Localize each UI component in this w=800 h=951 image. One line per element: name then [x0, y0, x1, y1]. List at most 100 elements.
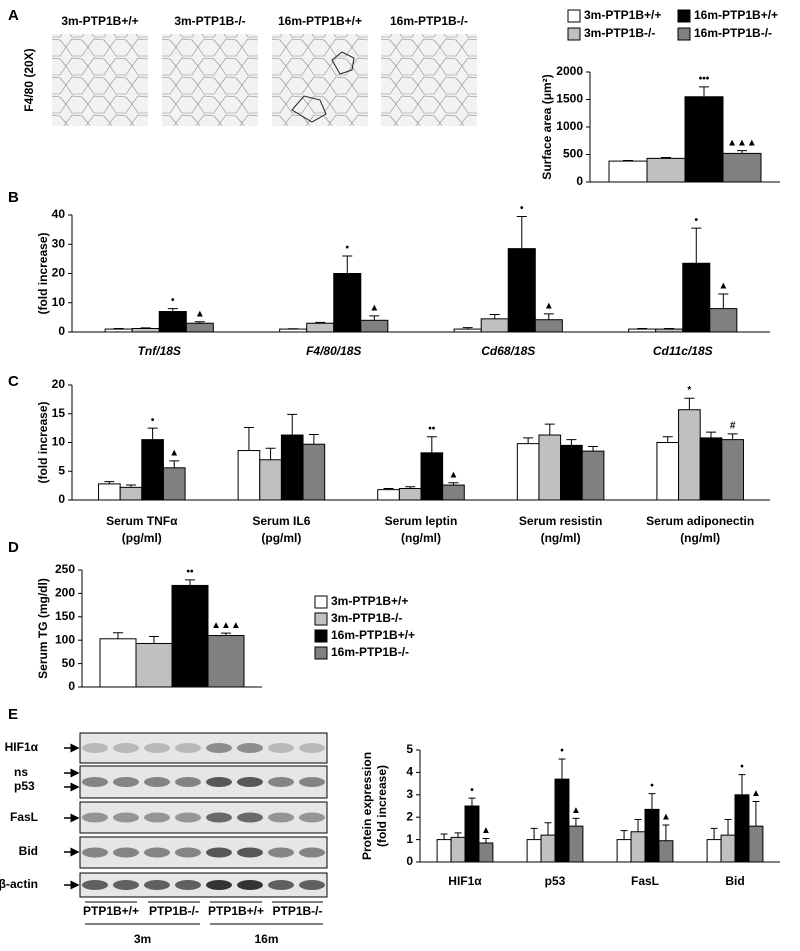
error-bar — [543, 313, 554, 320]
bar — [98, 483, 121, 501]
y-axis-label: Surface area (μm²) — [540, 74, 554, 179]
bar — [280, 434, 304, 501]
legend-swatch — [314, 612, 328, 626]
error-bar — [287, 413, 298, 436]
error-bar — [149, 635, 159, 644]
y-tick-label: 10 — [52, 435, 66, 449]
bar — [480, 318, 509, 333]
bar — [706, 839, 722, 863]
x-tick-label: Tnf/18S — [138, 344, 181, 358]
blot-band — [113, 777, 139, 787]
blot-band — [237, 847, 263, 858]
blot-band — [237, 777, 263, 787]
blot-band — [299, 880, 325, 890]
bar — [162, 467, 186, 501]
blot-row-label: p53 — [14, 779, 35, 793]
bar — [237, 450, 261, 501]
micrograph — [52, 34, 148, 126]
bar — [538, 434, 562, 501]
blot-band — [144, 777, 170, 787]
x-tick-label: F4/80/18S — [306, 344, 361, 358]
error-bar — [706, 431, 717, 438]
y-tick-label: 0 — [68, 679, 75, 693]
significance-marker: ▲ — [718, 281, 728, 292]
error-bar — [369, 315, 380, 321]
bar — [259, 459, 282, 501]
y-tick-label: 50 — [62, 656, 76, 670]
y-tick-label: 0 — [58, 324, 65, 338]
error-bar — [684, 397, 695, 410]
age-label: 3m — [134, 932, 151, 946]
error-bar — [113, 632, 123, 639]
y-tick-label: 0 — [58, 492, 65, 506]
bar — [507, 248, 536, 333]
blot-band — [144, 743, 170, 753]
genotype-label: PTP1B+/+ — [208, 904, 264, 918]
error-bar — [454, 832, 462, 838]
blot-band — [82, 777, 108, 787]
bar — [453, 328, 482, 333]
blot-band — [144, 880, 170, 890]
y-tick-label: 5 — [406, 742, 413, 756]
panel-label: E — [8, 706, 18, 723]
x-tick-label: Serum resistin — [519, 514, 602, 528]
blot-band — [237, 812, 263, 823]
legend-label: 16m-PTP1B+/+ — [331, 628, 415, 642]
error-bar — [426, 436, 437, 453]
blot-band — [268, 847, 294, 858]
significance-marker: ▲ — [481, 825, 491, 836]
error-bar — [572, 817, 580, 827]
bar — [333, 273, 362, 333]
bar — [644, 808, 660, 863]
blot-strip — [79, 801, 328, 834]
panel-label: B — [8, 189, 19, 206]
error-bar — [489, 313, 500, 319]
blot-band — [82, 812, 108, 823]
y-tick-label: 10 — [52, 295, 66, 309]
legend-label: 3m-PTP1B-/- — [331, 611, 402, 625]
bar — [306, 322, 335, 333]
blot-band — [268, 812, 294, 823]
significance-marker: ▲ — [544, 301, 554, 312]
micrograph-ylabel: F4/80 (20X) — [22, 48, 36, 111]
error-bar — [544, 822, 552, 836]
blot-band — [82, 880, 108, 890]
significance-marker: ▲ — [571, 805, 581, 816]
y-tick-label: 20 — [52, 266, 66, 280]
error-bar — [169, 460, 180, 468]
y-tick-label: 2000 — [556, 64, 583, 78]
y-axis-label: Protein expression — [360, 752, 374, 860]
blot-band — [206, 847, 232, 858]
significance-marker: •• — [428, 423, 436, 434]
significance-marker: • — [151, 415, 155, 426]
error-bar — [588, 446, 599, 452]
bar — [554, 778, 570, 863]
micrograph — [272, 34, 368, 126]
micrograph-label: 16m-PTP1B-/- — [390, 14, 468, 28]
blot-band — [299, 777, 325, 787]
legend-label: 3m-PTP1B+/+ — [331, 594, 408, 608]
bar — [734, 794, 750, 863]
blot-band — [206, 880, 232, 890]
blot-band — [82, 847, 108, 858]
error-bar — [468, 797, 476, 806]
error-bar — [727, 433, 738, 440]
error-bar — [648, 793, 656, 810]
x-tick-label: Serum adiponectin — [646, 514, 754, 528]
legend-label: 3m-PTP1B+/+ — [584, 8, 661, 22]
bar — [135, 642, 173, 688]
error-bar — [558, 758, 566, 780]
x-tick-label: Serum IL6 — [252, 514, 310, 528]
significance-marker: ••• — [699, 73, 710, 84]
bar — [678, 409, 701, 501]
x-tick-unit: (pg/ml) — [122, 531, 162, 545]
x-tick-label: FasL — [631, 874, 659, 888]
significance-marker: • — [171, 295, 175, 306]
error-bar — [185, 579, 195, 586]
blot-row-label: β-actin — [0, 877, 38, 891]
x-tick-label: Bid — [725, 874, 744, 888]
bar — [616, 839, 632, 863]
bar — [171, 584, 209, 688]
y-tick-label: 30 — [52, 236, 66, 250]
bar — [656, 442, 680, 501]
